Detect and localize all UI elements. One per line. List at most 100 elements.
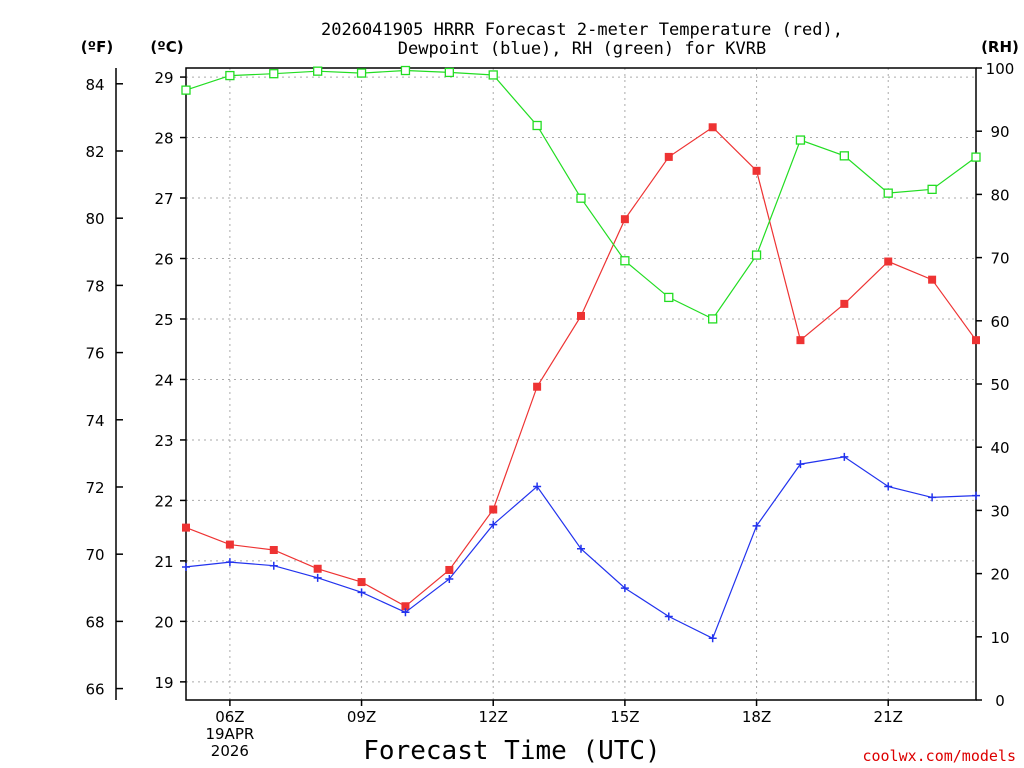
rh-point	[576, 193, 586, 203]
fahrenheit-tick-label: 68	[85, 613, 104, 631]
credit-text: coolwx.com/models	[862, 747, 1016, 765]
dewpoint-point	[620, 584, 629, 593]
rh-point	[927, 184, 937, 194]
rh-point	[269, 69, 279, 79]
rh-point	[795, 135, 806, 145]
temperature-point	[620, 215, 629, 224]
dewpoint-point	[313, 573, 322, 582]
temperature-point	[182, 523, 190, 532]
dewpoint-point	[928, 493, 937, 502]
dewpoint-point	[269, 561, 278, 570]
temperature-point	[225, 540, 234, 549]
temperature-point	[313, 564, 322, 573]
fahrenheit-tick-label: 74	[85, 412, 104, 430]
celsius-tick-label: 23	[154, 432, 173, 450]
dewpoint-point	[357, 588, 366, 597]
celsius-tick-label: 20	[154, 613, 173, 631]
dewpoint-point	[708, 634, 717, 643]
dewpoint-point	[972, 491, 980, 500]
celsius-tick-label: 21	[154, 553, 173, 571]
rh-tick-label: 100	[986, 60, 1015, 78]
chart-grid	[186, 68, 976, 700]
rh-tick-label: 20	[990, 566, 1009, 584]
dewpoint-point	[840, 452, 849, 461]
fahrenheit-tick-label: 84	[85, 76, 104, 94]
rh-tick-label: 0	[995, 692, 1005, 710]
rh-point	[751, 250, 762, 260]
fahrenheit-tick-label: 78	[85, 277, 104, 295]
dewpoint-point	[752, 521, 761, 530]
temperature-point	[708, 123, 717, 132]
temperature-point	[489, 505, 498, 514]
dewpoint-point	[796, 460, 805, 469]
celsius-tick-label: 27	[154, 190, 173, 208]
temperature-point	[357, 578, 366, 587]
temperature-point	[752, 166, 761, 175]
dewpoint-series	[182, 452, 980, 643]
temperature-point	[972, 336, 980, 345]
rh-point	[356, 68, 367, 78]
dewpoint-point	[533, 482, 542, 491]
dewpoint-point	[489, 520, 498, 529]
fahrenheit-tick-label: 80	[85, 210, 104, 228]
celsius-tick-label: 29	[154, 69, 173, 87]
rh-series	[181, 65, 981, 324]
temperature-point	[445, 565, 454, 574]
temperature-point	[928, 275, 937, 284]
dewpoint-point	[225, 558, 234, 567]
dewpoint-point	[182, 562, 190, 571]
fahrenheit-tick-label: 72	[85, 479, 104, 497]
rh-point	[444, 67, 454, 78]
fahrenheit-tick-label: 82	[85, 143, 104, 161]
rh-point	[225, 70, 235, 81]
rh-tick-label: 60	[990, 313, 1009, 331]
rh-point	[532, 120, 542, 131]
x-tick-label: 2026	[211, 742, 249, 760]
rh-point	[313, 66, 323, 76]
chart-title: 2026041905 HRRR Forecast 2-meter Tempera…	[321, 20, 843, 59]
x-tick-label: 19APR	[205, 725, 254, 743]
rh-unit-label: (RH)	[981, 38, 1019, 56]
chart-series	[181, 65, 981, 643]
rh-tick-label: 30	[990, 502, 1009, 520]
rh-point	[708, 314, 718, 324]
fahrenheit-unit-label: (ºF)	[81, 38, 113, 56]
x-tick-label: 06Z	[215, 708, 244, 726]
title-line: 2026041905 HRRR Forecast 2-meter Tempera…	[321, 20, 843, 40]
celsius-tick-label: 22	[154, 492, 173, 510]
rh-point	[181, 85, 191, 95]
fahrenheit-tick-label: 76	[85, 345, 104, 363]
rh-point	[400, 65, 411, 76]
celsius-tick-label: 24	[154, 371, 173, 389]
rh-point	[488, 70, 498, 80]
dewpoint-point	[445, 575, 454, 584]
x-tick-label: 15Z	[610, 708, 639, 726]
x-tick-label: 21Z	[874, 708, 903, 726]
celsius-tick-label: 28	[154, 130, 173, 148]
rh-tick-label: 70	[990, 250, 1009, 268]
temperature-point	[664, 152, 673, 161]
rh-point	[664, 292, 674, 303]
rh-tick-label: 40	[990, 439, 1009, 457]
temperature-point	[577, 311, 585, 320]
rh-point	[883, 188, 893, 198]
rh-tick-label: 50	[990, 376, 1009, 394]
celsius-tick-label: 19	[154, 674, 173, 692]
celsius-tick-label: 25	[154, 311, 173, 329]
rh-point	[971, 152, 981, 162]
rh-point	[620, 256, 630, 266]
rh-tick-label: 80	[990, 186, 1009, 204]
temperature-point	[884, 257, 893, 266]
dewpoint-point	[577, 544, 585, 553]
fahrenheit-tick-label: 66	[85, 681, 104, 699]
temperature-point	[796, 336, 805, 345]
celsius-tick-label: 26	[154, 251, 173, 269]
rh-point	[839, 151, 849, 161]
x-tick-label: 09Z	[347, 708, 376, 726]
rh-tick-label: 10	[990, 629, 1009, 647]
celsius-unit-label: (ºC)	[150, 38, 183, 56]
x-axis-title: Forecast Time (UTC)	[363, 736, 660, 766]
temperature-series	[182, 123, 980, 611]
x-tick-label: 12Z	[479, 708, 508, 726]
